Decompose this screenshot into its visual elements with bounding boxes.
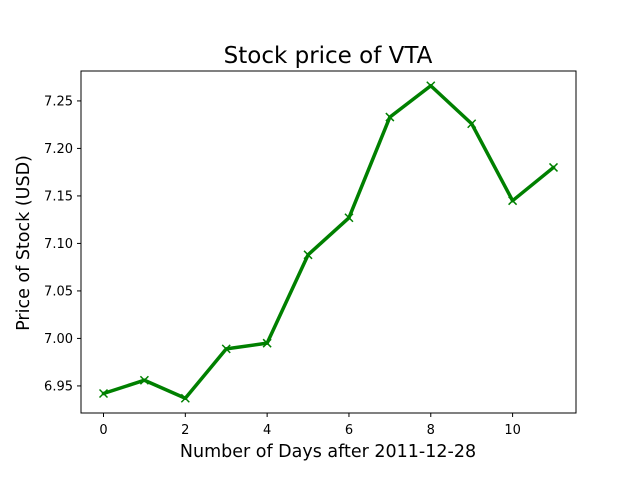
- y-tick-label: 7.20: [44, 142, 73, 157]
- series-layer: [98, 81, 559, 403]
- chart-title: Stock price of VTA: [224, 43, 433, 69]
- x-tick-label: 8: [427, 423, 435, 438]
- x-tick-label: 10: [504, 423, 521, 438]
- data-point-marker: [548, 162, 559, 172]
- data-point-marker: [139, 375, 149, 385]
- plot-frame: [80, 70, 577, 414]
- y-tick-label: 6.95: [44, 379, 73, 394]
- y-tick-label: 7.05: [44, 284, 73, 299]
- data-point-marker: [385, 112, 395, 122]
- data-point-marker: [508, 196, 518, 206]
- data-point-marker: [303, 250, 313, 260]
- data-point-marker: [344, 213, 354, 223]
- y-axis-ticks: 6.95 7.00 7.05 7.10 7.15 7.20 7.25: [44, 94, 81, 394]
- data-point-marker: [262, 338, 272, 348]
- y-tick-label: 7.00: [44, 332, 73, 347]
- x-axis-label: Number of Days after 2011-12-28: [180, 442, 476, 462]
- y-tick-label: 7.25: [44, 94, 73, 109]
- y-tick-label: 7.10: [44, 237, 73, 252]
- series-line: [101, 83, 556, 401]
- data-point-marker: [180, 393, 190, 403]
- x-tick-label: 2: [181, 423, 189, 438]
- data-point-marker: [426, 81, 436, 91]
- data-point-marker: [221, 344, 231, 354]
- x-tick-label: 6: [345, 423, 353, 438]
- y-axis-label: Price of Stock (USD): [14, 155, 34, 331]
- data-point-marker: [98, 388, 109, 399]
- x-tick-label: 4: [263, 423, 271, 438]
- x-tick-label: 0: [99, 423, 107, 438]
- y-tick-label: 7.15: [44, 189, 73, 204]
- data-point-marker: [467, 119, 477, 129]
- x-axis-ticks: 0 2 4 6 8 10: [99, 413, 521, 438]
